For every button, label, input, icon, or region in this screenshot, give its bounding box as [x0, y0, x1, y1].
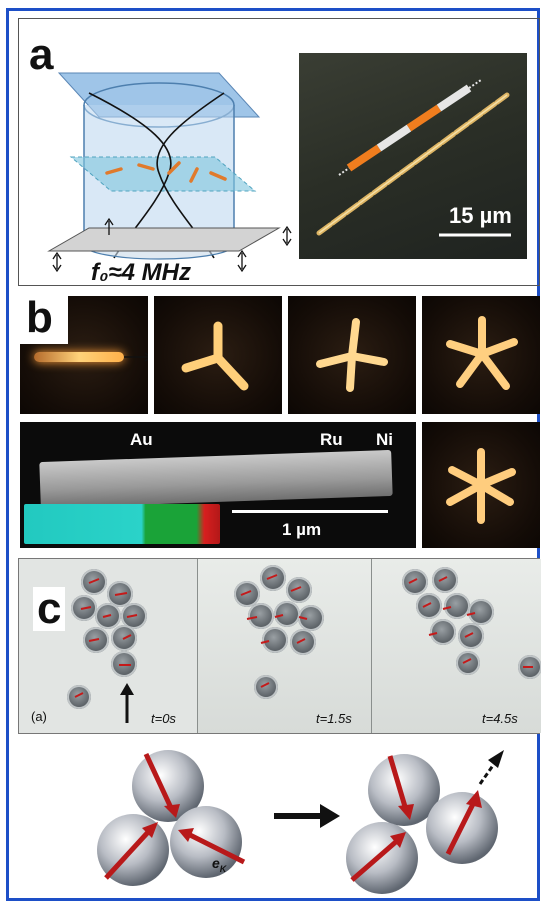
frequency-label: f₀≈4 MHz [91, 259, 191, 286]
rotation-schematic: eK [18, 742, 540, 897]
time-label-2: t=1.5s [316, 711, 352, 726]
push-arrow [120, 683, 134, 723]
scale-bar-b [232, 510, 388, 513]
transition-arrow [274, 804, 340, 828]
vibration-arrows [52, 217, 292, 273]
panel-a: a f₀≈4 MHz [18, 18, 540, 286]
six-arm-assembly-tile [422, 422, 540, 548]
panel-b-label: b [20, 296, 68, 344]
levitated-rods [105, 161, 227, 183]
subfigure-label: (a) [31, 709, 47, 724]
time-label-3: t=4.5s [482, 711, 518, 726]
three-arm-assembly-tile [154, 296, 282, 414]
reference-rod [346, 84, 472, 172]
sem-nanorod-image: Au Ru Ni 1 µm [20, 422, 416, 548]
glowing-nanorod [34, 352, 124, 362]
five-arm-assembly-tile [422, 296, 540, 414]
scale-bar-label-a: 15 µm [449, 203, 512, 228]
sem-rod [39, 449, 393, 509]
nodal-plane [69, 156, 257, 192]
panel-c: c (a) t=0s t=1.5s t=4.5s [18, 558, 541, 734]
ek-vector-subscript: K [219, 863, 227, 874]
rod-chain-micrograph: 15 µm [299, 53, 527, 259]
sphere-group-before [97, 750, 246, 886]
eds-composition-map [24, 504, 220, 544]
base-plate [47, 227, 281, 252]
panel-c-label: c [33, 587, 66, 631]
four-arm-assembly-tile [288, 296, 416, 414]
panel-b: b Au Ru Ni 1 µm [18, 294, 540, 552]
scale-bar-label-b: 1 µm [282, 520, 322, 539]
label-ru: Ru [320, 430, 343, 449]
time-label-1: t=0s [151, 711, 176, 726]
sim-frame-3: t=4.5s [371, 559, 541, 733]
sphere-group-after [346, 750, 504, 894]
sphere-direction-arrows [74, 574, 533, 698]
label-ni: Ni [376, 430, 393, 449]
ek-vector-label: eK [212, 855, 226, 874]
sim-frame-2: t=1.5s [197, 559, 371, 733]
label-au: Au [130, 430, 153, 449]
panel-a-label: a [29, 30, 54, 79]
levitation-chamber-diagram [47, 72, 292, 273]
nanorod-single-tile: b [20, 296, 148, 414]
ek-vector-symbol: e [212, 855, 220, 871]
